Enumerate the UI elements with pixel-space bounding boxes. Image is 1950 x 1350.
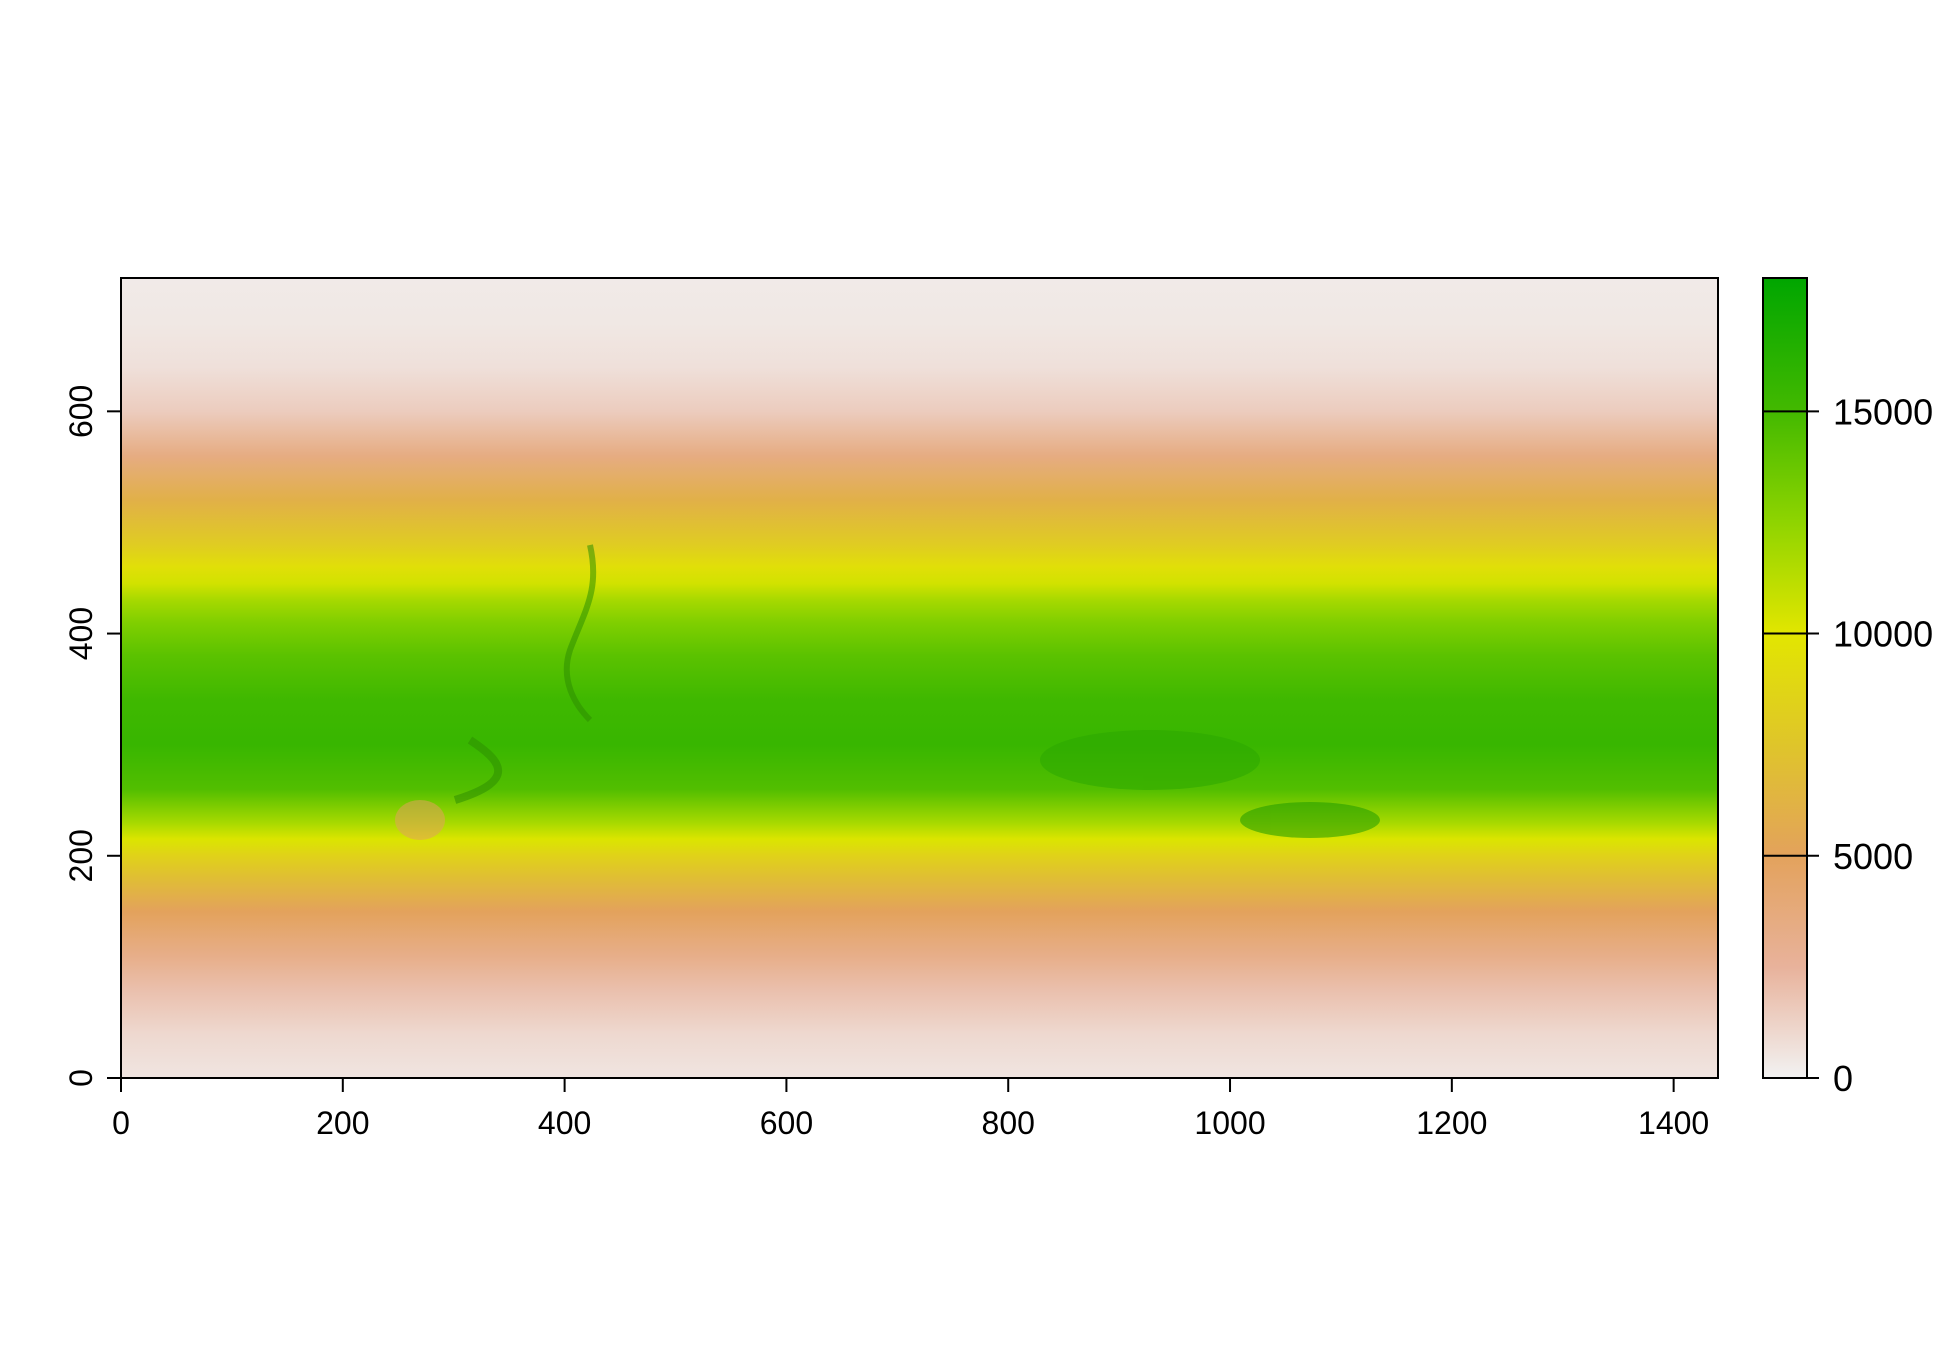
x-tick-label: 200 — [316, 1105, 369, 1141]
y-axis: 0 200 400 600 — [63, 385, 122, 1087]
legend-tick-label: 0 — [1833, 1058, 1853, 1099]
plot-area — [120, 277, 1719, 1079]
heatmap-features — [395, 544, 1380, 840]
x-tick-label: 1000 — [1194, 1105, 1265, 1141]
y-tick-label: 600 — [63, 385, 99, 438]
x-tick-label: 1400 — [1638, 1105, 1709, 1141]
x-axis: 0 200 400 600 800 1000 1200 1400 — [112, 1077, 1709, 1141]
y-tick-label: 200 — [63, 829, 99, 882]
legend-tick-label: 5000 — [1833, 836, 1913, 877]
color-legend: 0 5000 10000 15000 — [1762, 277, 1933, 1099]
heatmap-field — [121, 278, 1718, 1078]
x-tick-label: 400 — [538, 1105, 591, 1141]
legend-colorbar — [1762, 277, 1808, 1079]
y-tick-label: 0 — [63, 1069, 99, 1087]
y-tick-label: 400 — [63, 607, 99, 660]
legend-tick-label: 10000 — [1833, 614, 1933, 655]
x-tick-label: 600 — [760, 1105, 813, 1141]
legend-tick-label: 15000 — [1833, 391, 1933, 432]
x-tick-label: 1200 — [1416, 1105, 1487, 1141]
x-tick-label: 0 — [112, 1105, 130, 1141]
x-tick-label: 800 — [982, 1105, 1035, 1141]
